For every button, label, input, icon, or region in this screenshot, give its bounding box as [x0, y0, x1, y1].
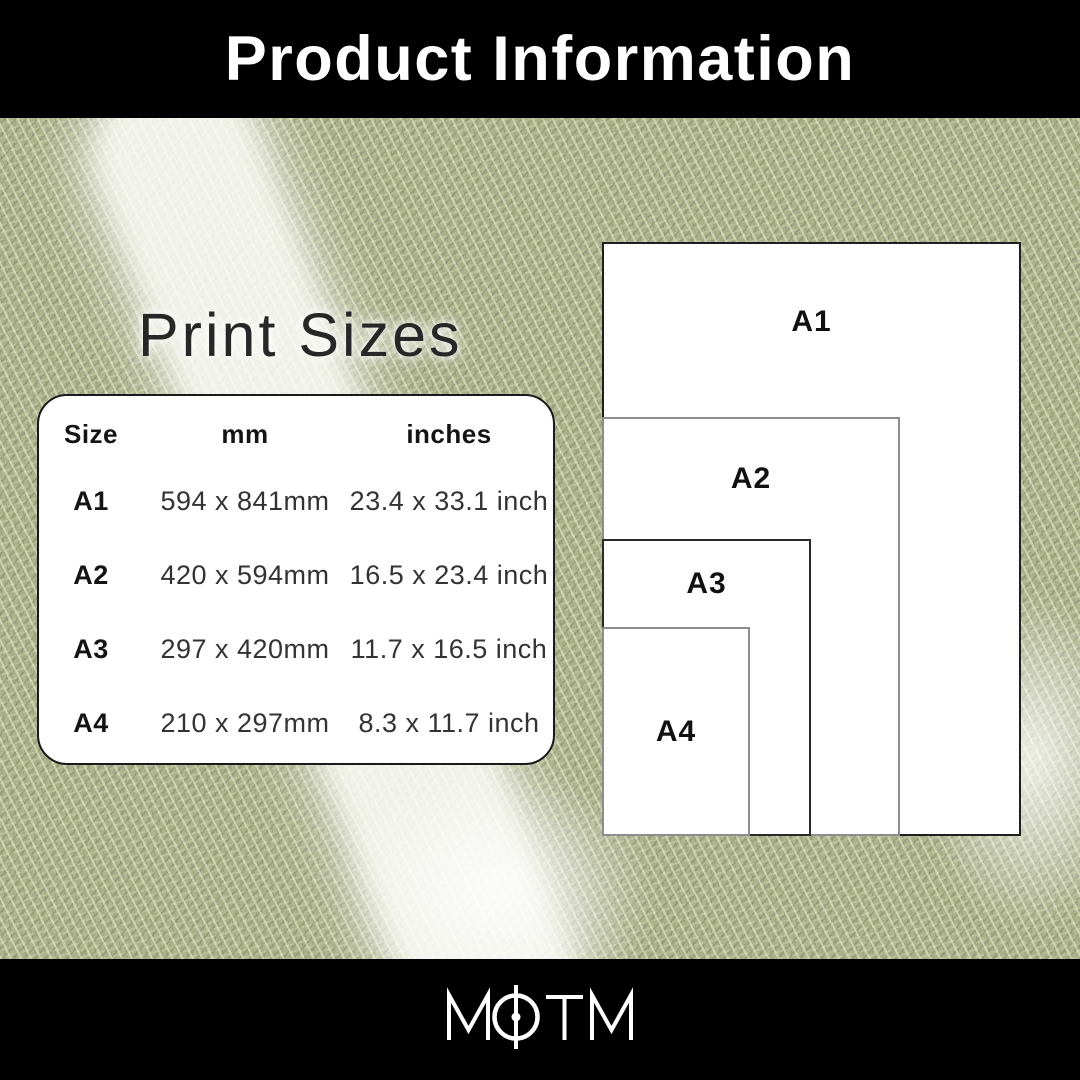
motm-logo-svg	[447, 985, 633, 1049]
logo-centre-spot-icon	[511, 1012, 521, 1022]
logo-centre-circle-icon	[492, 993, 540, 1041]
footer-bar: MOTM	[0, 959, 1080, 1080]
paper-label-a3: A3	[686, 567, 727, 600]
paper-rect-a4	[602, 627, 750, 836]
row-a1-size: A1	[73, 485, 109, 516]
paper-label-a1: A1	[791, 305, 832, 338]
header-bar: Product Information	[0, 0, 1080, 118]
row-a4-size: A4	[73, 707, 109, 738]
print-sizes-title: Print Sizes	[138, 301, 463, 369]
paper-label-a2: A2	[730, 462, 772, 495]
paper-label-a4: A4	[655, 715, 697, 748]
row-a1-mm: 594 x 841mm	[160, 485, 330, 516]
page-title: Product Information	[224, 24, 856, 94]
motm-logo	[446, 984, 634, 1055]
row-a4-inches: 8.3 x 11.7 inch	[358, 707, 540, 738]
row-a2-mm: 420 x 594mm	[160, 559, 330, 590]
col-header-mm: mm	[221, 418, 269, 449]
col-header-inches: inches	[406, 418, 492, 449]
row-a1-inches: 23.4 x 33.1 inch	[349, 485, 549, 516]
row-a2-size: A2	[73, 559, 109, 590]
row-a3-size: A3	[73, 633, 109, 664]
paper-size-diagram: A1 A2 A3 A4	[602, 242, 1021, 836]
col-header-size: Size	[63, 418, 119, 449]
row-a2-inches: 16.5 x 23.4 inch	[349, 559, 549, 590]
print-sizes-card: Size mm inches A1 594 x 841mm 23.4 x 33.…	[37, 394, 555, 765]
row-a3-mm: 297 x 420mm	[160, 633, 330, 664]
row-a3-inches: 11.7 x 16.5 inch	[350, 633, 548, 664]
logo-letter-m2	[590, 987, 633, 1040]
row-a4-mm: 210 x 297mm	[160, 707, 330, 738]
logo-letter-m1	[447, 987, 490, 1040]
